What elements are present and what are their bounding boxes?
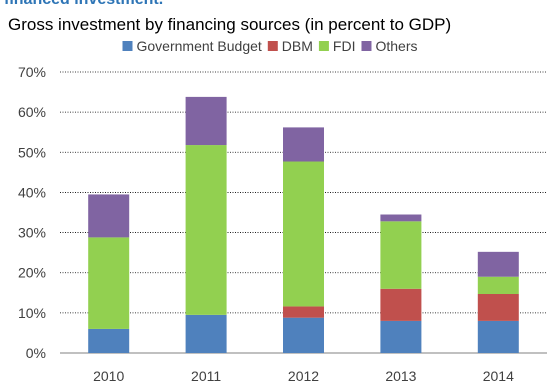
y-axis: 0% 10% 20% 30% 40% 50% 60% 70%: [18, 64, 46, 361]
chart-title: Gross investment by financing sources (i…: [8, 15, 451, 34]
bar-segment-dbm: [380, 288, 422, 321]
bar-segment-government-budget: [185, 314, 227, 353]
y-tick-label: 70%: [18, 64, 46, 80]
x-axis: 2010 2011 2012 2013 2014: [93, 368, 514, 384]
bar-segment-others: [380, 214, 422, 222]
legend-label: DBM: [282, 38, 313, 54]
bar-segment-fdi: [477, 276, 519, 294]
bar-segment-government-budget: [88, 328, 130, 353]
y-tick-label: 60%: [18, 104, 46, 120]
y-tick-label: 10%: [18, 305, 46, 321]
legend-swatch: [318, 41, 329, 51]
bar-segment-others: [185, 96, 227, 146]
bar-segment-government-budget: [283, 317, 324, 353]
y-tick-label: 40%: [18, 184, 46, 200]
x-tick-label: 2013: [385, 368, 416, 384]
bar-segment-dbm: [283, 306, 324, 318]
bars: [88, 96, 519, 353]
legend-swatch: [361, 41, 372, 51]
bar-segment-fdi: [88, 237, 130, 329]
x-tick-label: 2012: [288, 368, 319, 384]
legend-label: Government Budget: [137, 38, 262, 54]
y-tick-label: 20%: [18, 265, 46, 281]
section-heading-text: financed investment.: [4, 0, 163, 9]
y-tick-label: 0%: [26, 345, 46, 361]
chart-legend: Government Budget DBM FDI Others: [122, 38, 418, 54]
x-tick-label: 2014: [483, 368, 514, 384]
x-tick-label: 2011: [191, 368, 221, 384]
bar-segment-fdi: [380, 221, 422, 289]
bar-segment-others: [88, 194, 130, 238]
bar-segment-fdi: [283, 161, 324, 307]
legend-swatch: [122, 41, 133, 51]
bar-segment-government-budget: [477, 320, 519, 353]
bar-segment-others: [477, 251, 519, 277]
y-tick-label: 50%: [18, 144, 46, 160]
bar-segment-government-budget: [380, 320, 422, 353]
section-heading-fragment: financed investment.: [0, 0, 553, 12]
x-tick-label: 2010: [93, 368, 124, 384]
legend-label: Others: [375, 38, 417, 54]
legend-swatch: [267, 41, 278, 51]
legend-label: FDI: [333, 38, 356, 54]
bar-segment-others: [283, 127, 324, 162]
y-tick-label: 30%: [18, 225, 46, 241]
bar-segment-dbm: [477, 293, 519, 321]
bar-segment-fdi: [185, 145, 227, 315]
